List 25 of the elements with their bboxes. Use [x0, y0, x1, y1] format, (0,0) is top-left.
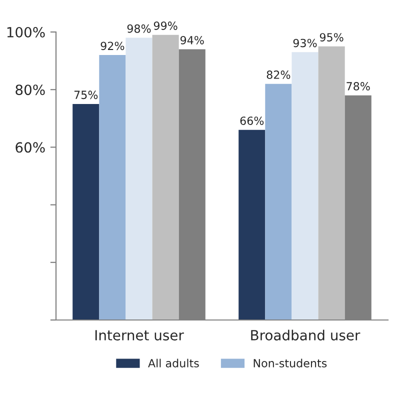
text: 75% — [74, 90, 98, 100]
text: 93% — [293, 38, 317, 48]
text: 94% — [180, 36, 204, 44]
text: 95% — [320, 33, 344, 42]
bar — [99, 55, 126, 320]
y-tick-label: 100% — [7, 26, 45, 38]
bar — [318, 46, 345, 320]
legend-label: All adults — [148, 358, 199, 368]
bar — [126, 38, 152, 320]
x-tick-label: Broadband user — [251, 330, 360, 340]
x-tick-label: Internet user — [95, 330, 184, 340]
text: 92% — [100, 42, 124, 50]
text: 78% — [346, 82, 370, 90]
y-tick-label: 60% — [16, 142, 45, 153]
bar — [152, 34, 179, 320]
legend-label: Non-students — [254, 358, 327, 368]
bar — [238, 130, 266, 320]
text: 98% — [127, 24, 151, 33]
y-tick-label: 80% — [16, 84, 45, 96]
text: 66% — [240, 116, 264, 125]
bar — [265, 84, 292, 320]
bar — [72, 104, 100, 320]
text: 82% — [266, 70, 290, 79]
bar — [292, 52, 318, 320]
text: 99% — [154, 22, 178, 30]
